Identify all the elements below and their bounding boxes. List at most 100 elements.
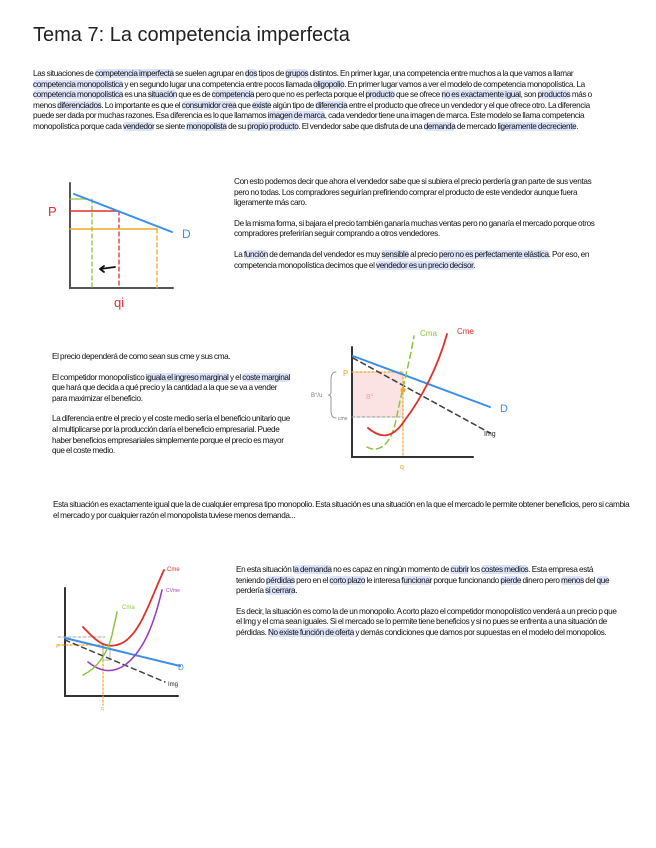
text-segment: porque funcionando: [431, 575, 501, 585]
text-segment: se suelen agrupar en: [173, 69, 245, 78]
highlighted-text: dos: [244, 69, 258, 78]
text-segment: que: [236, 100, 252, 110]
text-segment: que es de: [176, 90, 212, 100]
img-label: Img: [484, 431, 496, 438]
cme-label: Cme: [167, 567, 180, 573]
highlighted-text: propio producto: [247, 121, 299, 131]
paragraph: La diferencia entre el precio y el coste…: [52, 414, 292, 456]
loss-area: [102, 644, 111, 661]
text-segment: de demanda del vendedor es muy: [267, 249, 382, 259]
highlighted-text: monopolista: [186, 121, 227, 131]
text-segment: , cada vendedor tiene una imagen de marc…: [33, 111, 585, 131]
price-quantity-lines: [351, 371, 404, 458]
text-segment: algún tipo de: [271, 100, 316, 110]
text-segment: . Lo importante es que el: [101, 100, 182, 110]
paragraph: De la misma forma, si bajara el precio t…: [234, 219, 602, 240]
highlighted-text: No existe función de oferta: [267, 627, 354, 637]
highlighted-text: productos: [537, 90, 571, 100]
highlighted-text: menos: [560, 575, 584, 585]
highlighted-text: competencia monopolística: [33, 90, 123, 100]
text-segment: entre el producto que ofrece un vendedor…: [33, 100, 590, 121]
highlighted-text: costes medios: [481, 565, 529, 574]
highlighted-text: función: [243, 249, 268, 259]
demand-curve: [352, 355, 491, 408]
highlighted-text: corto plazo: [329, 575, 366, 585]
price-explanation: El precio dependerá de como sean sus cme…: [52, 352, 292, 467]
highlighted-text: situación: [147, 90, 177, 100]
paragraph: El competidor monopolístico iguala el in…: [52, 372, 292, 405]
text-segment: De la misma forma, si bajara el precio t…: [234, 218, 595, 239]
text-segment: Con esto podemos decir que ahora el vend…: [234, 177, 592, 208]
quantity-label: qi: [114, 295, 124, 310]
demand-curve: [64, 637, 181, 667]
highlighted-text: que: [596, 575, 610, 585]
text-segment: que se ofrece: [394, 90, 442, 100]
price-label: P: [48, 204, 57, 219]
paragraph: Con esto podemos decir que ahora el vend…: [234, 177, 602, 209]
cma-label: Cma: [420, 329, 437, 338]
highlighted-text: ligeramente decreciente: [497, 121, 577, 131]
highlighted-text: sensible: [381, 249, 409, 259]
text-segment: los: [468, 565, 482, 574]
intro-paragraph: Las situaciones de competencia imperfect…: [33, 69, 595, 143]
page-title: Tema 7: La competencia imperfecta: [33, 24, 350, 46]
text-segment: de su: [226, 121, 248, 131]
demand-label: D: [500, 403, 508, 415]
highlighted-text: la demanda: [292, 565, 332, 574]
monopoly-comparison: Esta situación es exactamente igual que …: [53, 500, 633, 531]
text-segment: de mercado: [455, 121, 498, 131]
paragraph: En esta situación la demanda no es capaz…: [236, 565, 621, 597]
text-segment: dinero pero: [521, 575, 561, 585]
text-segment: El competidor monopolístico: [52, 372, 146, 382]
cma-label: Cma: [122, 605, 135, 611]
profit-label: B°: [366, 393, 374, 401]
text-segment: perdería: [236, 586, 266, 596]
highlighted-text: oligopolio: [313, 79, 345, 89]
text-segment: distintos. En primer lugar, una competen…: [308, 69, 574, 78]
highlighted-text: competencia imperfecta: [94, 69, 174, 78]
marginal-cost-curve: [366, 335, 415, 450]
demand-explanation: Con esto podemos decir que ahora el vend…: [234, 177, 602, 281]
axes: [64, 587, 179, 697]
paragraph: Esta situación es exactamente igual que …: [53, 500, 633, 521]
highlighted-text: cubrir: [450, 565, 469, 574]
text-segment: y en segundo lugar una competencia entre…: [122, 79, 314, 89]
quantity-label: q: [101, 706, 104, 712]
text-segment: , son: [520, 90, 538, 100]
demand-curve: [73, 193, 173, 233]
price-quantity-lines: [57, 644, 104, 706]
highlighted-text: demanda: [423, 121, 456, 131]
highlighted-text: producto: [365, 90, 395, 100]
demand-label: D: [178, 663, 184, 672]
text-segment: tipos de: [257, 69, 286, 78]
highlighted-text: no es exactamente igual: [441, 90, 521, 100]
average-variable-cost-curve: [87, 589, 163, 672]
text-segment: . Esta empresa está teniendo: [236, 565, 594, 585]
marginal-revenue-curve: [352, 357, 491, 434]
text-segment: pero que no es perfecta porque el: [254, 90, 366, 100]
highlighted-text: pero no es perfectamente elástica: [438, 249, 549, 259]
highlighted-text: grupos: [285, 69, 309, 78]
text-segment: . En primer lugar vamos a ver el modelo …: [344, 79, 585, 89]
highlighted-text: coste marginal: [242, 372, 291, 382]
marginal-revenue-curve: [64, 639, 166, 683]
highlighted-text: si cerrara: [265, 586, 296, 596]
losses-explanation: En esta situación la demanda no es capaz…: [236, 565, 621, 649]
axes: [351, 346, 474, 458]
text-segment: El precio dependerá de como sean sus cme…: [52, 352, 231, 361]
text-segment: y demás condiciones que damos por supues…: [353, 627, 607, 637]
paragraph: Las situaciones de competencia imperfect…: [33, 69, 595, 133]
price-label: P: [343, 369, 348, 378]
text-segment: .: [295, 586, 298, 596]
arrow-left-icon: [99, 265, 116, 273]
text-segment: del: [583, 575, 597, 585]
cme-label: Cme: [457, 327, 474, 336]
brace: [327, 371, 337, 419]
cme-level-label: cme: [338, 416, 348, 422]
text-segment: La diferencia entre el precio y el coste…: [52, 414, 290, 456]
text-segment: Esta situación es exactamente igual que …: [53, 500, 630, 520]
demand-label: D: [182, 227, 191, 241]
text-segment: y el: [228, 372, 243, 382]
highlighted-text: pérdidas: [266, 575, 295, 585]
highlighted-text: diferencia: [315, 100, 348, 110]
